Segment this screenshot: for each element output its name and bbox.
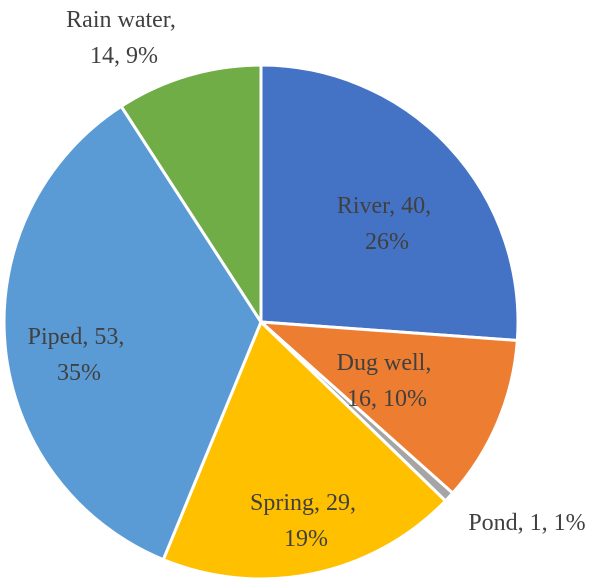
data-label-spring: Spring, 29, 19% <box>250 490 362 552</box>
pie-slice-spring <box>161 320 447 581</box>
data-label-dug-well: Dug well, 16, 10% <box>337 350 438 412</box>
data-label-pond: Pond, 1, 1% <box>468 510 585 536</box>
pie-slice-dug-well <box>259 320 519 495</box>
data-labels: River, 40, 26% Dug well, 16, 10% Pond, 1… <box>28 7 586 552</box>
pie-slices <box>2 63 520 581</box>
pie-slice-river <box>259 63 520 342</box>
pie-slice-piped <box>2 104 263 562</box>
pie-slice-rain-water <box>119 63 263 324</box>
data-label-piped: Piped, 53, 35% <box>28 324 131 386</box>
data-label-rain-water: Rain water, 14, 9% <box>66 7 182 69</box>
data-label-river: River, 40, 26% <box>337 193 437 255</box>
